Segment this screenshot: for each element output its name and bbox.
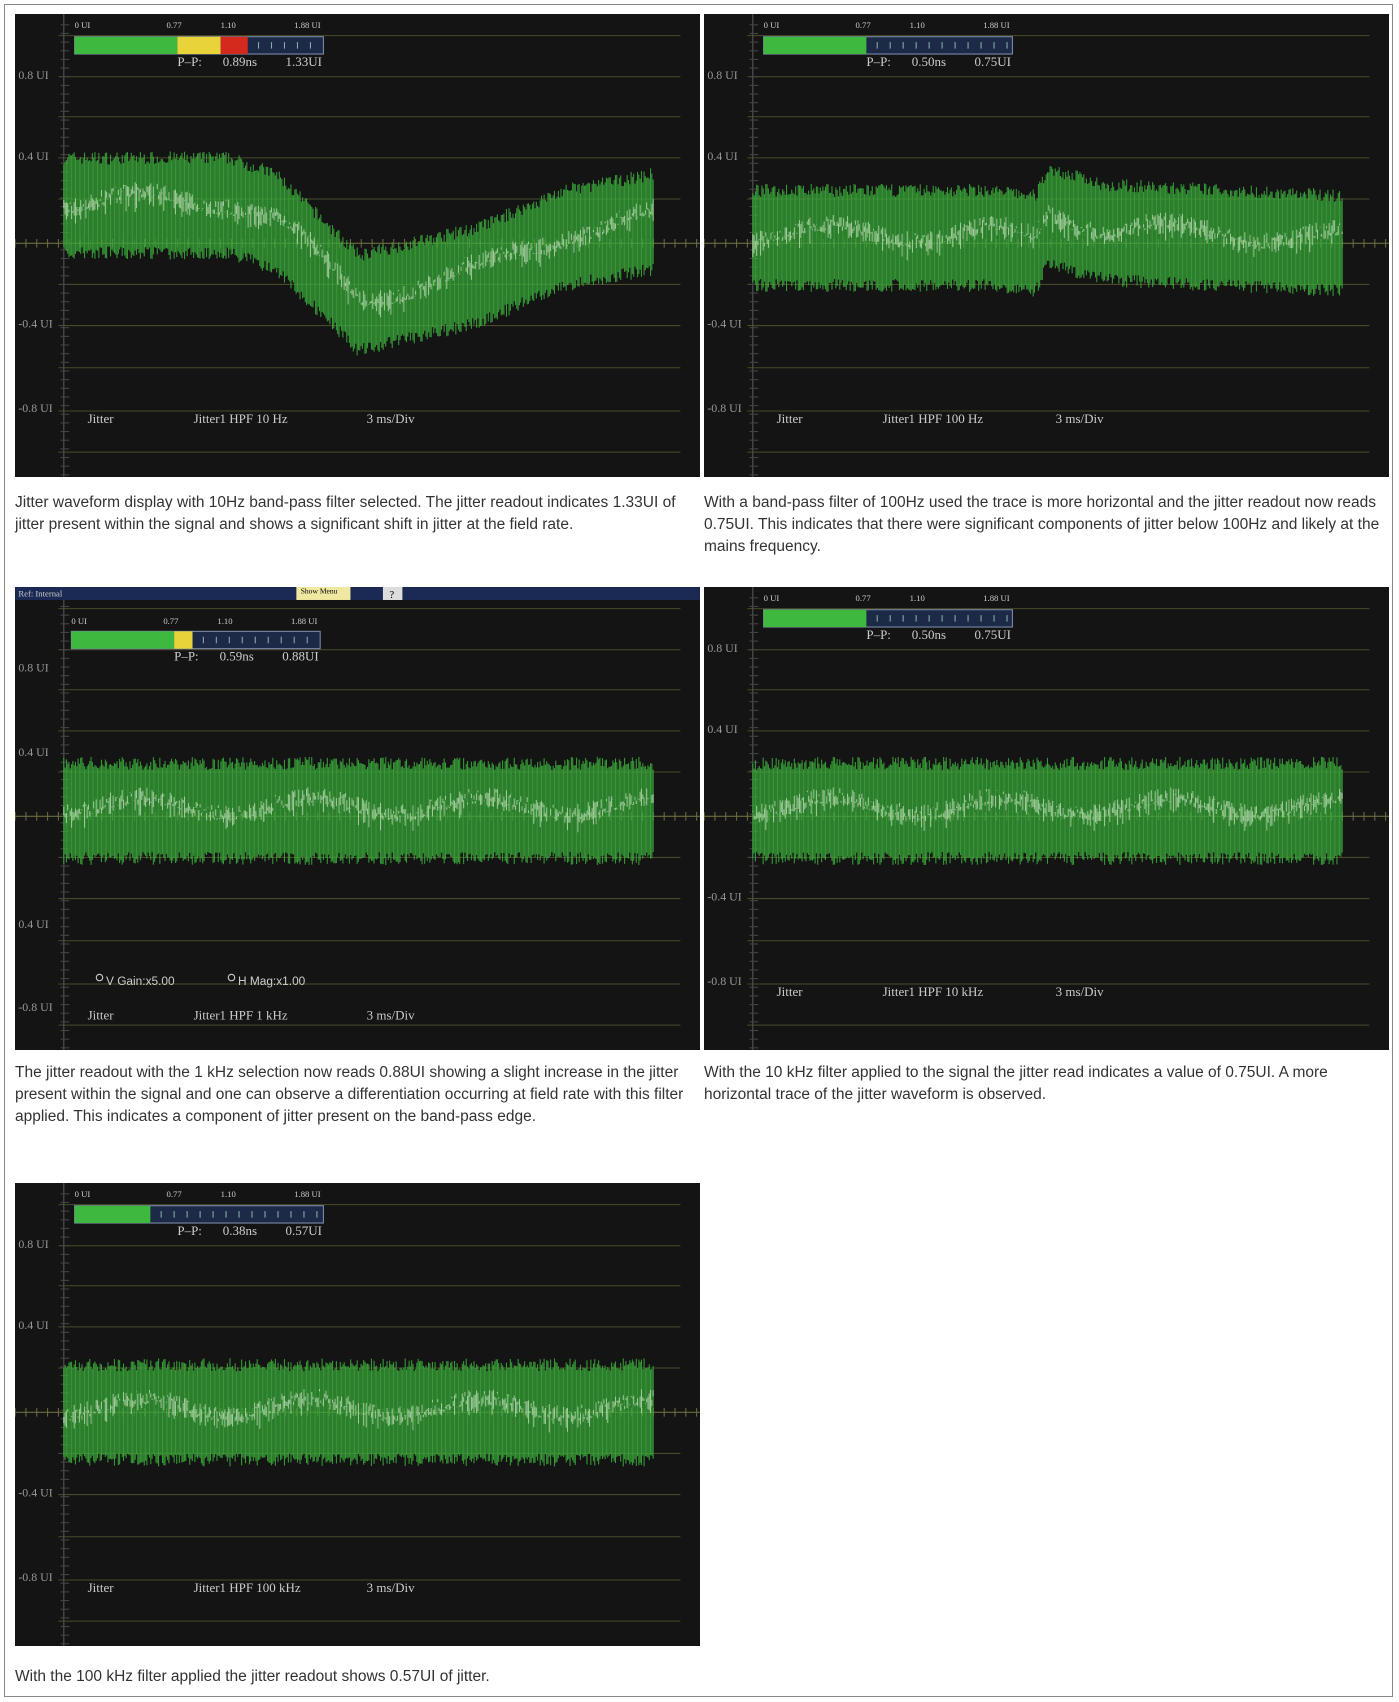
- meter-scale-label: 1.10: [910, 593, 925, 603]
- footer-label: 3 ms/Div: [367, 411, 415, 426]
- y-label: 0.4 UI: [707, 722, 737, 736]
- meter-scale-label: 1.88 UI: [291, 616, 318, 626]
- y-label: -0.8 UI: [18, 1000, 52, 1014]
- meter-scale-label: 1.88 UI: [294, 20, 321, 30]
- readout: 0.75UI: [975, 54, 1011, 69]
- y-label: 0.8 UI: [18, 660, 48, 674]
- meter-scale-label: 0 UI: [75, 20, 91, 30]
- footer-label: Jitter1 HPF 100 Hz: [883, 411, 984, 426]
- y-label: -0.4 UI: [18, 317, 52, 331]
- meter-scale-label: 1.10: [910, 20, 925, 30]
- footer-label: Jitter: [777, 411, 804, 426]
- meter-fill: [75, 1206, 151, 1223]
- menu-bar: [15, 587, 700, 600]
- meter-scale-label: 1.88 UI: [983, 20, 1010, 30]
- y-label: -0.4 UI: [707, 890, 741, 904]
- meter-fill: [174, 631, 192, 648]
- footer-label: 3 ms/Div: [367, 1580, 415, 1595]
- meter-scale-label: 0.77: [856, 593, 872, 603]
- footer-label: Jitter1 HPF 1 kHz: [194, 1008, 288, 1023]
- meter-fill: [177, 37, 220, 54]
- caption: With a band-pass filter of 100Hz used th…: [704, 492, 1394, 558]
- page: 0 UI 0.77 1.10 1.88 UI P–P: 0.89ns 1.33UI 0.8 U…: [0, 0, 1399, 1702]
- meter-scale-label: 0 UI: [75, 1189, 91, 1199]
- y-label: 0.8 UI: [707, 68, 737, 82]
- y-label: -0.8 UI: [707, 974, 741, 988]
- y-label: 0.8 UI: [18, 68, 48, 82]
- meter-scale-label: 1.10: [217, 616, 232, 626]
- y-label: -0.8 UI: [707, 401, 741, 415]
- meter-fill: [221, 37, 248, 54]
- y-label: 0.4 UI: [18, 917, 48, 931]
- meter-scale-label: 0.77: [163, 616, 179, 626]
- y-label: 0.8 UI: [18, 1237, 48, 1251]
- caption: Jitter waveform display with 10Hz band-p…: [15, 492, 705, 536]
- y-label: -0.8 UI: [18, 1570, 52, 1584]
- footer-label: Jitter1 HPF 10 kHz: [883, 984, 984, 999]
- meter-scale-label: 1.10: [221, 1189, 236, 1199]
- readout: 0.50ns: [912, 627, 946, 642]
- caption: With the 10 kHz filter applied to the si…: [704, 1062, 1394, 1106]
- meter-scale-label: 0 UI: [764, 593, 780, 603]
- jitter-trace: [753, 757, 1342, 865]
- readout: 0.50ns: [912, 54, 946, 69]
- gain-label: H Mag:x1.00: [238, 974, 306, 988]
- y-label: 0.4 UI: [18, 1318, 48, 1332]
- readout: 1.33UI: [286, 54, 322, 69]
- footer-label: Jitter: [777, 984, 804, 999]
- menu-ref: Ref: Internal: [18, 589, 63, 599]
- meter-scale-label: 0.77: [856, 20, 872, 30]
- readout: P–P:: [177, 54, 202, 69]
- scope-screenshot: 0 UI 0.77 1.10 1.88 UI P–P: 0.50ns 0.75UI 0.8 U…: [704, 587, 1389, 1050]
- footer-label: Jitter1 HPF 10 Hz: [194, 411, 288, 426]
- readout: P–P:: [174, 649, 199, 664]
- meter-fill: [75, 37, 178, 54]
- y-label: 0.8 UI: [707, 641, 737, 655]
- y-label: 0.4 UI: [707, 149, 737, 163]
- caption: The jitter readout with the 1 kHz select…: [15, 1062, 705, 1128]
- meter-scale-label: 1.88 UI: [983, 593, 1010, 603]
- y-label: -0.4 UI: [707, 317, 741, 331]
- y-label: 0.4 UI: [18, 745, 48, 759]
- scope-screenshot: 0 UI 0.77 1.10 1.88 UI P–P: 0.38ns 0.57UI 0.8 U…: [15, 1183, 700, 1646]
- meter-scale-label: 1.10: [221, 20, 236, 30]
- scope-screenshot: 0 UI 0.77 1.10 1.88 UI P–P: 0.89ns 1.33UI 0.8 U…: [15, 14, 700, 477]
- meter-scale-label: 0 UI: [764, 20, 780, 30]
- help-label: ?: [389, 589, 394, 601]
- readout: P–P:: [177, 1223, 202, 1238]
- meter-fill: [71, 631, 174, 648]
- y-label: 0.4 UI: [18, 149, 48, 163]
- meter-fill: [764, 37, 867, 54]
- meter-scale-label: 0 UI: [71, 616, 87, 626]
- scope-screenshot: Ref: Internal Show Menu? 0 UI 0.77 1.10 1.88 …: [15, 587, 700, 1050]
- gain-label: V Gain:x5.00: [106, 974, 175, 988]
- footer-label: Jitter1 HPF 100 kHz: [194, 1580, 301, 1595]
- readout: 0.89ns: [223, 54, 257, 69]
- readout: P–P:: [866, 627, 891, 642]
- footer-label: Jitter: [88, 1008, 115, 1023]
- readout: 0.75UI: [975, 627, 1011, 642]
- caption: With the 100 kHz filter applied the jitt…: [15, 1666, 705, 1688]
- readout: 0.57UI: [286, 1223, 322, 1238]
- meter-scale-label: 1.88 UI: [294, 1189, 321, 1199]
- show-menu-label: Show Menu: [301, 587, 338, 595]
- footer-label: Jitter: [88, 411, 115, 426]
- y-label: -0.4 UI: [18, 1486, 52, 1500]
- readout: 0.38ns: [223, 1223, 257, 1238]
- y-label: -0.8 UI: [18, 401, 52, 415]
- meter-scale-label: 0.77: [167, 1189, 183, 1199]
- meter-scale-label: 0.77: [167, 20, 183, 30]
- readout: P–P:: [866, 54, 891, 69]
- meter-fill: [764, 610, 867, 627]
- footer-label: 3 ms/Div: [1056, 411, 1104, 426]
- footer-label: 3 ms/Div: [1056, 984, 1104, 999]
- readout: 0.59ns: [220, 649, 254, 664]
- footer-label: Jitter: [88, 1580, 115, 1595]
- scope-screenshot: 0 UI 0.77 1.10 1.88 UI P–P: 0.50ns 0.75UI 0.8 U…: [704, 14, 1389, 477]
- readout: 0.88UI: [282, 649, 318, 664]
- footer-label: 3 ms/Div: [367, 1008, 415, 1023]
